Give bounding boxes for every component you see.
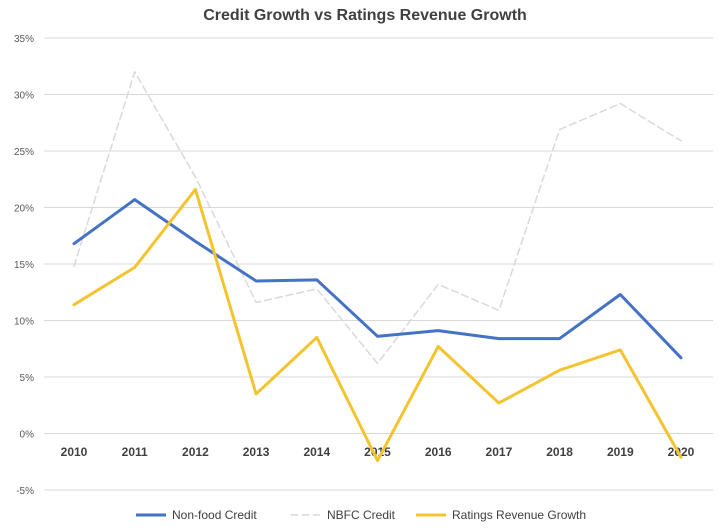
series-line-nbfc-credit xyxy=(73,71,682,365)
chart-title: Credit Growth vs Ratings Revenue Growth xyxy=(203,7,527,24)
x-tick-label: 2015 xyxy=(364,445,391,459)
y-tick-label: 20% xyxy=(14,204,34,215)
y-tick-label: 25% xyxy=(14,147,34,158)
y-tick-label: 5% xyxy=(20,373,35,384)
x-tick-label: 2012 xyxy=(182,445,209,459)
x-tick-label: 2019 xyxy=(607,445,634,459)
y-tick-label: 30% xyxy=(14,91,34,102)
x-tick-label: 2017 xyxy=(486,445,513,459)
series-line-ratings-revenue-growth xyxy=(72,187,683,463)
legend-item: NBFC Credit xyxy=(291,508,396,522)
legend: Non-food Credit NBFC Credit Ratings Revenu… xyxy=(136,508,586,522)
legend-item: Non-food Credit xyxy=(136,508,257,522)
y-axis-tick-labels: -5% 0% 5% 10% 15% 20% 25% 30% 35% xyxy=(14,34,34,497)
legend-item: Ratings Revenue Growth xyxy=(416,508,586,522)
x-tick-label: 2018 xyxy=(546,445,573,459)
legend-label: Ratings Revenue Growth xyxy=(452,508,586,522)
y-tick-label: 10% xyxy=(14,317,34,328)
series-lines xyxy=(72,71,683,463)
x-tick-label: 2011 xyxy=(122,445,148,459)
legend-label: Non-food Credit xyxy=(172,508,257,522)
y-tick-label: 15% xyxy=(14,260,34,271)
x-axis-tick-labels: 2010 2011 2012 2013 2014 2015 2016 2017 2018 2019… xyxy=(61,445,695,459)
y-tick-label: 35% xyxy=(14,34,34,45)
x-tick-label: 2010 xyxy=(61,445,88,459)
gridlines xyxy=(44,37,713,491)
legend-label: NBFC Credit xyxy=(327,508,396,522)
x-tick-label: 2013 xyxy=(243,445,270,459)
series-line-non-food-credit xyxy=(72,198,683,360)
x-tick-label: 2014 xyxy=(303,445,330,459)
x-tick-label: 2016 xyxy=(425,445,452,459)
y-tick-label: -5% xyxy=(16,486,34,497)
y-tick-label: 0% xyxy=(20,430,35,441)
